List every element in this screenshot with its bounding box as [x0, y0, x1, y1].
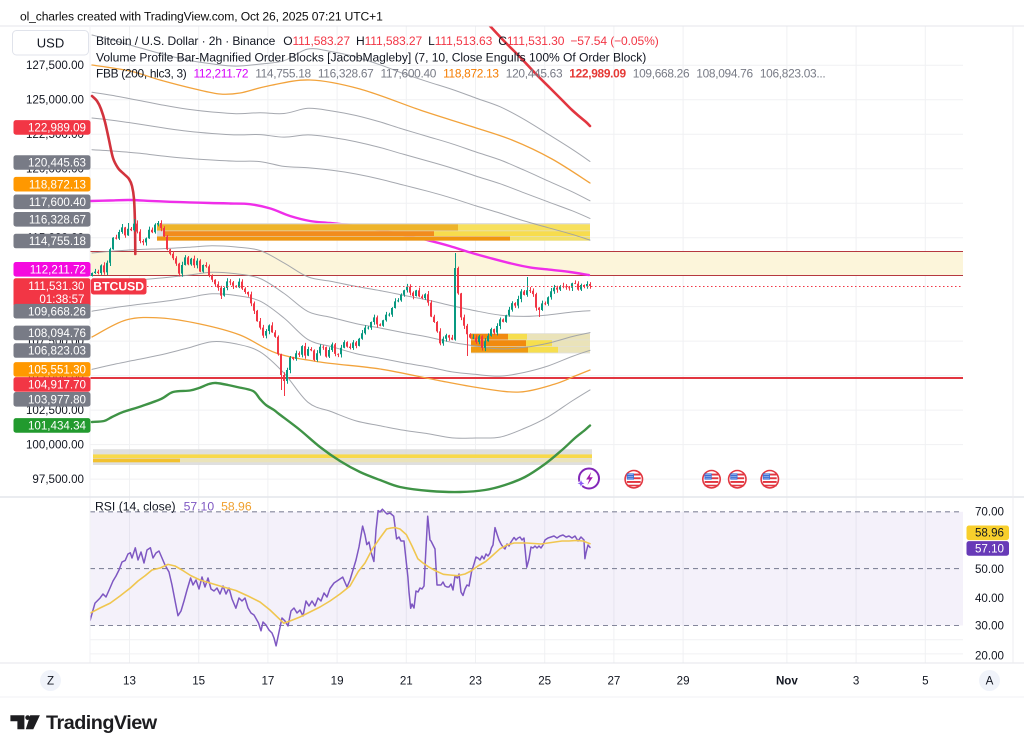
svg-text:106,823.03: 106,823.03 [28, 345, 86, 358]
svg-text:25: 25 [538, 675, 551, 688]
svg-text:120,445.63: 120,445.63 [28, 157, 86, 170]
svg-text:97,500.00: 97,500.00 [32, 473, 84, 486]
svg-text:118,872.13: 118,872.13 [29, 178, 86, 191]
svg-text:TradingView: TradingView [46, 712, 158, 734]
svg-text:108,094.76: 108,094.76 [28, 327, 86, 340]
svg-text:57.10: 57.10 [975, 542, 1004, 555]
svg-text:70.00: 70.00 [975, 506, 1004, 519]
svg-text:23: 23 [469, 675, 482, 688]
svg-text:Nov: Nov [776, 675, 798, 688]
svg-text:5: 5 [922, 675, 928, 688]
svg-text:01:38:57: 01:38:57 [39, 293, 84, 306]
svg-text:3: 3 [853, 675, 859, 688]
svg-text:ol_charles created with Tradin: ol_charles created with TradingView.com,… [20, 10, 383, 24]
svg-text:27: 27 [607, 675, 620, 688]
svg-text:109,668.26: 109,668.26 [28, 305, 86, 318]
svg-text:127,500.00: 127,500.00 [26, 59, 84, 72]
svg-text:19: 19 [331, 675, 344, 688]
svg-text:117,600.40: 117,600.40 [29, 196, 86, 209]
svg-text:116,328.67: 116,328.67 [29, 213, 86, 226]
svg-text:114,755.18: 114,755.18 [29, 235, 86, 248]
svg-text:30.00: 30.00 [975, 619, 1004, 632]
svg-text:102,500.00: 102,500.00 [26, 404, 84, 417]
svg-text:17: 17 [261, 675, 274, 688]
svg-text:20.00: 20.00 [975, 649, 1004, 662]
svg-text:104,917.70: 104,917.70 [28, 379, 86, 392]
svg-text:13: 13 [123, 675, 136, 688]
svg-text:100,000.00: 100,000.00 [26, 439, 84, 452]
svg-text:125,000.00: 125,000.00 [26, 94, 84, 107]
svg-text:A: A [986, 675, 994, 688]
svg-text:105,551.30: 105,551.30 [28, 364, 86, 377]
svg-text:112,211.72: 112,211.72 [30, 263, 86, 276]
svg-text:58.96: 58.96 [975, 527, 1004, 540]
svg-text:122,989.09: 122,989.09 [28, 122, 86, 135]
svg-text:111,531.30: 111,531.30 [28, 280, 84, 293]
svg-text:USD: USD [37, 36, 64, 51]
svg-text:50.00: 50.00 [975, 563, 1004, 576]
svg-text:Z: Z [47, 675, 54, 688]
svg-text:40.00: 40.00 [975, 592, 1004, 605]
svg-text:15: 15 [192, 675, 205, 688]
svg-text:101,434.34: 101,434.34 [28, 420, 87, 433]
svg-text:Volume Profile Bar-Magnified O: Volume Profile Bar-Magnified Order Block… [96, 50, 646, 64]
svg-text:103,977.80: 103,977.80 [28, 393, 86, 406]
svg-text:Bitcoin / U.S. Dollar · 2h · B: Bitcoin / U.S. Dollar · 2h · Binance O111… [96, 34, 659, 48]
svg-text:29: 29 [677, 675, 690, 688]
svg-text:21: 21 [400, 675, 413, 688]
svg-text:BTCUSD: BTCUSD [93, 280, 144, 294]
